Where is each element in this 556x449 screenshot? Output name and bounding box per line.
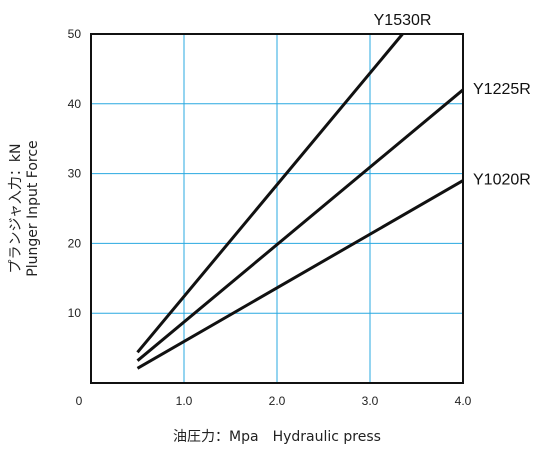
x-tick-label-4: 4.0 <box>455 394 472 408</box>
series-label-Y1020R: Y1020R <box>473 172 531 189</box>
grid <box>91 34 463 383</box>
y-tick-label-0: 10 <box>68 306 82 320</box>
x-axis-label: 油圧力：Mpa Hydraulic press <box>173 429 381 445</box>
series-label-Y1530R: Y1530R <box>374 12 432 29</box>
series-line-Y1020R <box>136 179 464 370</box>
x-tick-label-0: 0 <box>76 394 83 408</box>
y-tick-label-3: 40 <box>68 97 82 111</box>
y-tick-label-2: 30 <box>68 167 82 181</box>
y-tick-label-4: 50 <box>68 27 82 41</box>
series-labels: Y1530R Y1225R Y1020R <box>374 12 531 189</box>
y-axis-label-line-2: Plunger Input Force <box>25 140 41 276</box>
x-tick-label-1: 1.0 <box>176 394 193 408</box>
series-line-Y1530R <box>136 33 404 354</box>
y-tick-labels: 10 20 30 40 50 <box>68 27 82 320</box>
series-line-Y1225R <box>136 88 464 362</box>
x-tick-label-3: 3.0 <box>362 394 379 408</box>
x-tick-labels: 0 1.0 2.0 3.0 4.0 <box>76 394 472 408</box>
plot-frame <box>90 33 464 384</box>
y-axis-label-line-1: プランジャ入力：kN <box>8 144 24 274</box>
y-tick-label-1: 20 <box>68 236 82 250</box>
series-lines <box>136 33 464 370</box>
y-axis-label: プランジャ入力：kN Plunger Input Force <box>8 140 41 276</box>
x-tick-label-2: 2.0 <box>269 394 286 408</box>
series-label-Y1225R: Y1225R <box>473 81 531 98</box>
